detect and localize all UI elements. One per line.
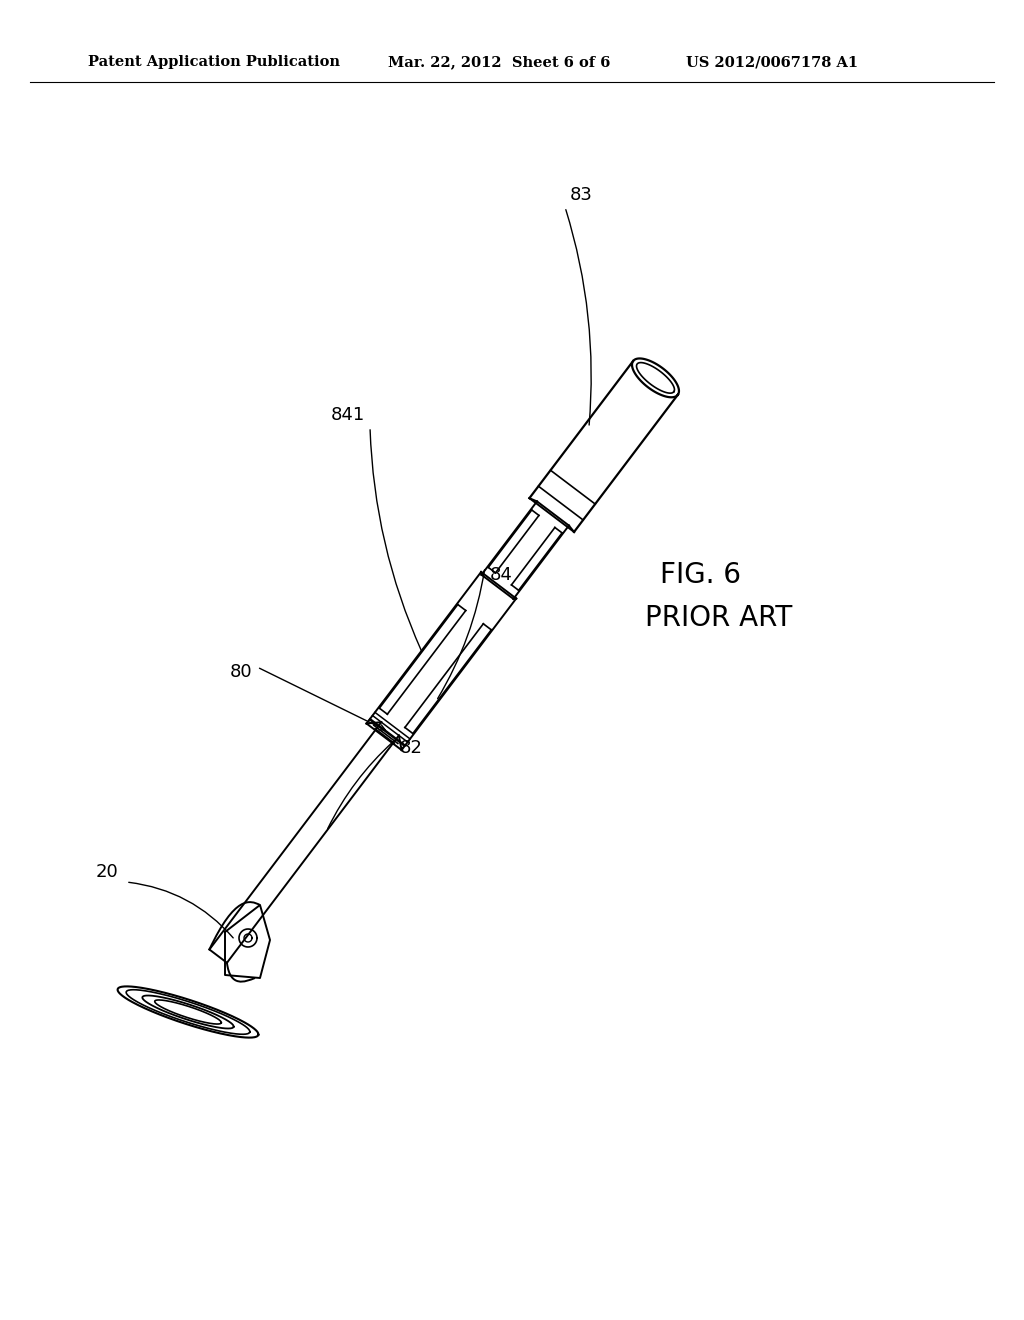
Text: Mar. 22, 2012  Sheet 6 of 6: Mar. 22, 2012 Sheet 6 of 6: [388, 55, 610, 69]
Text: 82: 82: [400, 739, 423, 756]
Text: Patent Application Publication: Patent Application Publication: [88, 55, 340, 69]
Text: FIG. 6: FIG. 6: [660, 561, 741, 589]
Text: 83: 83: [570, 186, 593, 205]
Text: US 2012/0067178 A1: US 2012/0067178 A1: [686, 55, 858, 69]
Text: 20: 20: [95, 863, 118, 880]
Polygon shape: [225, 906, 270, 978]
Text: 84: 84: [490, 566, 513, 583]
Text: 80: 80: [229, 663, 252, 681]
Text: 841: 841: [331, 407, 365, 424]
Text: PRIOR ART: PRIOR ART: [645, 605, 793, 632]
